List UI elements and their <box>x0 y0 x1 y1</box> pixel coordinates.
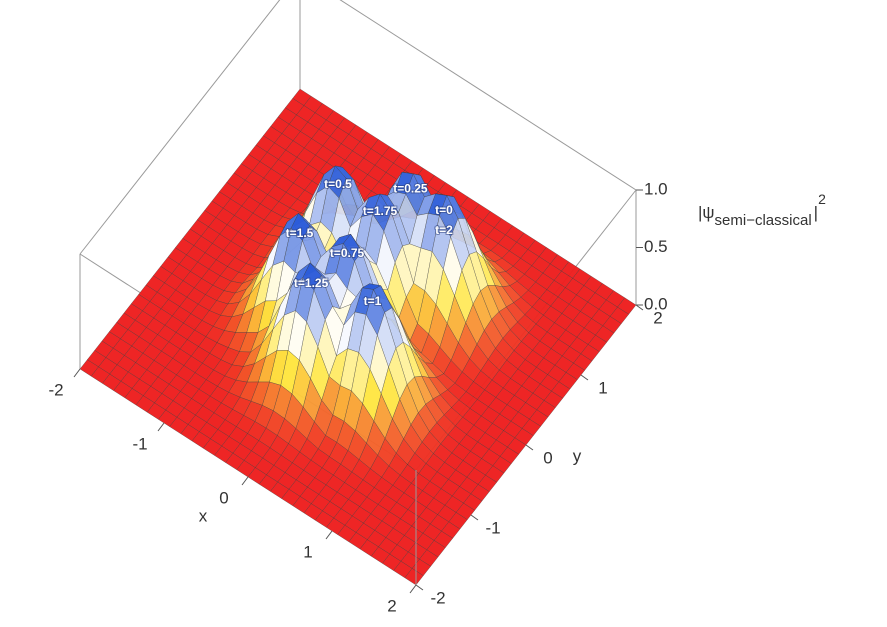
x-axis-label: x <box>199 506 208 525</box>
y-tick <box>525 444 534 451</box>
peak-label: t=1.25 <box>294 276 329 290</box>
z-label-sub: semi−classical <box>715 212 812 229</box>
peak-label: t=1.5 <box>286 226 314 240</box>
peak-label: t=1 <box>364 294 382 308</box>
peak-label: t=0.25 <box>393 182 428 196</box>
y-tick <box>470 514 479 521</box>
z-label-close: | <box>814 203 818 222</box>
y-tick-label: -1 <box>485 518 500 537</box>
y-tick-label: -2 <box>430 588 445 607</box>
x-tick <box>409 584 417 594</box>
x-tick <box>241 476 249 486</box>
y-tick-label: 2 <box>653 308 662 327</box>
y-tick-label: 1 <box>598 378 607 397</box>
y-tick <box>580 374 589 381</box>
y-tick <box>415 584 424 591</box>
x-tick-label: -2 <box>48 380 63 399</box>
z-tick-label: 0.5 <box>644 237 668 256</box>
peak-label: t=0.75 <box>330 246 365 260</box>
peak-label: t=0.5 <box>324 177 352 191</box>
z-tick-label: 1.0 <box>644 179 668 198</box>
box-edge <box>339 0 637 191</box>
x-tick <box>157 422 165 432</box>
x-tick <box>325 530 333 540</box>
surface-patch <box>404 568 424 586</box>
y-tick-label: 0 <box>543 448 552 467</box>
x-tick-label: 0 <box>219 488 228 507</box>
peak-label: t=2 <box>435 223 453 237</box>
y-axis-label: y <box>573 446 582 465</box>
peak-label: t=1.75 <box>363 204 398 218</box>
z-label-sup: 2 <box>818 191 826 207</box>
box-front <box>73 189 644 594</box>
x-tick-label: 1 <box>303 542 312 561</box>
box-edge <box>79 0 281 255</box>
y-tick <box>635 304 644 311</box>
surface <box>79 88 637 586</box>
z-axis-label: |ψsemi−classical |2 <box>698 191 826 229</box>
z-label-main: |ψ <box>698 203 715 222</box>
x-tick-label: -1 <box>132 434 147 453</box>
x-tick <box>73 368 81 378</box>
z-tick-label: 0.0 <box>644 294 668 313</box>
x-tick-label: 2 <box>387 596 396 615</box>
peak-label: t=0 <box>435 203 453 217</box>
